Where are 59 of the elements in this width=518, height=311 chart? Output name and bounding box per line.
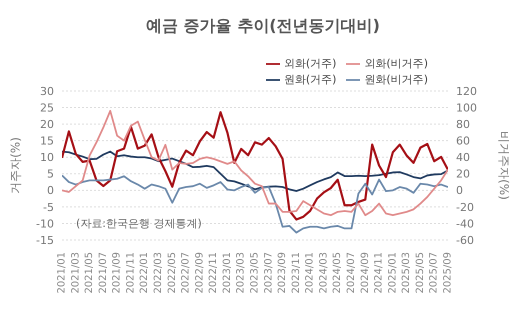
legend-label: 원화(거주) [284,73,336,86]
line-series [62,174,448,234]
legend-label: 외화(거주) [284,57,336,70]
annotation: (자료:한국은행 경제통계) [76,216,202,231]
y2-tick-label: -40 [456,217,474,230]
y-tick-label: 15 [40,134,54,148]
y2-tick-label: -20 [456,200,474,214]
y2-tick-label: 0 [456,184,463,198]
y2-tick-label: 20 [456,168,470,181]
legend-label: 외화(비거주) [364,57,428,70]
y-tick-label: 25 [40,101,54,114]
y-tick-label: -5 [43,200,54,214]
y-tick-label: 10 [40,151,54,164]
x-tick-label: 2022/01 [139,252,150,294]
x-tick-label: 2022/03 [153,252,164,294]
x-tick-label: 2021/03 [70,252,82,294]
y2-tick-label: -60 [456,234,474,247]
x-tick-label: 2025/09 [442,252,454,294]
y-tick-label: 5 [47,168,54,181]
x-tick-label: 2023/07 [263,252,274,294]
x-tick-label: 2024/03 [318,252,330,294]
chart-title: 예금 증가율 추이(전년동기대비) [145,16,381,37]
x-tick-label: 2025/07 [428,252,440,294]
y2-tick-label: 80 [456,118,470,132]
x-tick-label: 2025/05 [414,252,426,294]
y-tick-label: 30 [40,84,54,98]
x-tick-label: 2023/01 [222,252,233,294]
x-tick-label: 2023/03 [236,252,247,294]
x-tick-label: 2021/05 [84,252,96,294]
x-tick-label: 2022/09 [194,252,206,294]
x-tick-label: 2023/11 [290,252,302,294]
y-axis-title: 거주자(%) [8,137,22,194]
x-tick-label: 2021/11 [125,252,136,294]
x-tick-label: 2025/01 [387,252,398,294]
y2-tick-label: 40 [456,151,470,164]
x-tick-label: 2024/07 [346,252,357,294]
y-tick-label: 20 [40,118,54,132]
x-tick-label: 2022/05 [166,252,178,294]
y2-tick-label: 60 [456,134,470,148]
y2-axis-title: 비거주자(%) [496,131,511,200]
y-tick-label: -10 [36,217,54,230]
y2-tick-label: 100 [456,101,477,114]
x-tick-label: 2022/11 [208,252,220,294]
x-tick-label: 2022/07 [180,252,192,294]
x-tick-label: 2024/01 [304,252,316,294]
x-tick-label: 2023/05 [250,252,260,294]
x-tick-label: 2024/09 [360,252,371,294]
line-series [62,150,448,192]
x-tick-label: 2024/05 [332,252,344,294]
x-tick-label: 2021/01 [56,252,68,294]
x-tick-label: 2021/07 [98,252,109,294]
legend-label: 원화(비거주) [364,73,428,86]
y-tick-label: 0 [47,184,54,198]
x-tick-label: 2021/09 [112,252,123,294]
x-tick-label: 2025/03 [401,252,412,294]
y2-tick-label: 120 [456,84,477,98]
y-tick-label: -15 [36,234,54,247]
x-tick-label: 2024/11 [374,252,385,294]
x-tick-label: 2023/09 [277,252,288,294]
